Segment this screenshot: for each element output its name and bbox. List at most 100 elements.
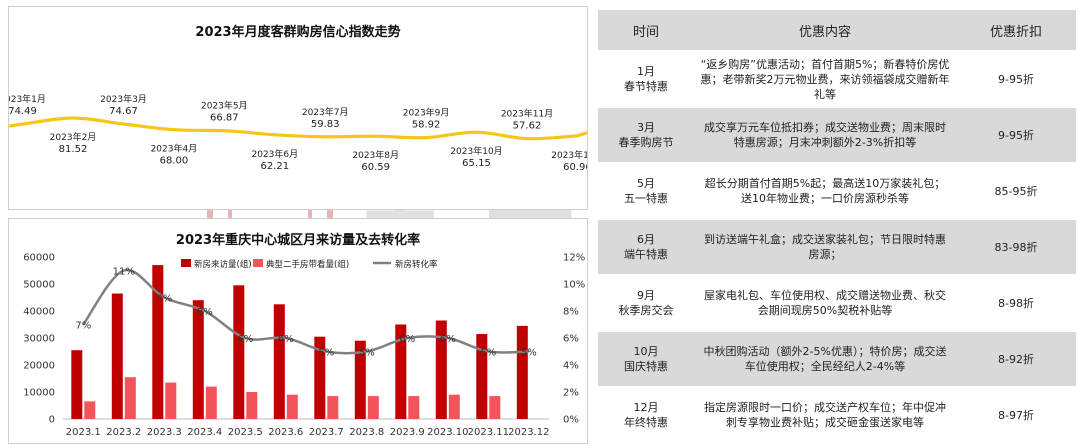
x-axis-tick: 2023.2 bbox=[106, 427, 141, 438]
discount-cell: 85-95折 bbox=[956, 162, 1076, 220]
left-axis-tick: 60000 bbox=[23, 253, 55, 264]
month-label: 2023年5月 bbox=[201, 100, 248, 112]
month-label: 5月 bbox=[637, 177, 655, 190]
conversion-label: 5% bbox=[480, 348, 496, 359]
month-label: 6月 bbox=[637, 233, 655, 246]
month-label: 2023年12月 bbox=[551, 149, 587, 161]
confidence-series-line bbox=[9, 116, 587, 141]
month-label: 2023年6月 bbox=[251, 148, 298, 160]
new-home-visit-bar bbox=[314, 336, 326, 419]
value-label: 57.62 bbox=[513, 121, 542, 132]
event-label: 秋季房交会 bbox=[618, 304, 674, 317]
confidence-point bbox=[525, 137, 529, 141]
right-axis-tick: 8% bbox=[563, 307, 579, 318]
left-axis-tick: 30000 bbox=[23, 334, 55, 345]
left-axis-tick: 40000 bbox=[23, 307, 55, 318]
content-cell: 超长分期首付首期5%起；最高送10万家装礼包；送10年物业费；一口价房源秒杀等 bbox=[694, 162, 956, 220]
confidence-point bbox=[323, 135, 327, 139]
table-row: 1月 春节特惠 “返乡购房”优惠活动；首付首期5%；新春特价房优惠；老带新奖2万元物… bbox=[598, 50, 1076, 108]
promotion-table: 时间 优惠内容 优惠折扣 1月 春节特惠 “返乡购房”优惠活动；首付首期5%；新春特… bbox=[598, 10, 1076, 444]
value-label: 81.52 bbox=[59, 144, 88, 155]
new-home-visit-bar bbox=[233, 285, 245, 419]
second-hand-viewing-bar bbox=[408, 396, 420, 419]
conversion-label: 6% bbox=[278, 334, 294, 345]
time-cell: 3月春季购房节 bbox=[598, 108, 694, 162]
discount-cell: 9-95折 bbox=[956, 108, 1076, 162]
time-cell: 1月 春节特惠 bbox=[598, 50, 694, 108]
second-hand-viewing-bar bbox=[124, 377, 136, 419]
legend-label: 典型二手房带看量(组) bbox=[266, 259, 349, 270]
event-label: 国庆特惠 bbox=[624, 360, 668, 373]
value-label: 74.49 bbox=[9, 106, 37, 117]
right-axis-tick: 12% bbox=[563, 253, 585, 264]
conversion-label: 8% bbox=[197, 307, 213, 318]
new-home-visit-bar bbox=[395, 324, 407, 419]
table-row: 6月 端午特惠 到访送端午礼盒；成交送家装礼包；节日限时特惠房源； 83-98折 bbox=[598, 220, 1076, 274]
conversion-label: 11% bbox=[113, 267, 135, 278]
legend-label: 新房来访量(组) bbox=[194, 259, 252, 270]
confidence-point bbox=[575, 134, 579, 138]
left-axis-tick: 10000 bbox=[23, 388, 55, 399]
event-label: 端午特惠 bbox=[624, 248, 668, 261]
right-axis-tick: 6% bbox=[563, 334, 579, 345]
confidence-point bbox=[475, 130, 478, 134]
discount-cell: 8-92折 bbox=[956, 332, 1076, 386]
value-label: 62.21 bbox=[260, 161, 289, 172]
time-cell: 5月五一特惠 bbox=[598, 162, 694, 220]
right-axis-tick: 2% bbox=[563, 388, 579, 399]
confidence-point bbox=[21, 122, 25, 126]
confidence-point bbox=[273, 133, 277, 137]
content-cell: 中秋团购活动（额外2-5%优惠）；特价房；成交送车位使用权；全民经纪人2-4%等 bbox=[694, 332, 956, 386]
x-axis-tick: 2023.6 bbox=[268, 427, 303, 438]
second-hand-viewing-bar bbox=[327, 396, 339, 419]
month-label: 3月 bbox=[637, 121, 655, 134]
event-label: 春季购房节 bbox=[618, 136, 674, 149]
right-axis-tick: 10% bbox=[563, 280, 585, 291]
confidence-point bbox=[71, 116, 75, 120]
month-label: 2023年2月 bbox=[50, 131, 97, 143]
content-cell: 屋家电礼包、车位使用权、成交赠送物业费、秋交会期间现房50%契税补贴等 bbox=[694, 274, 956, 332]
right-axis-tick: 4% bbox=[563, 361, 579, 372]
conversion-label: 5% bbox=[318, 348, 334, 359]
new-home-visit-bar bbox=[516, 325, 528, 419]
visit-combo-chart: 0 10000 20000 30000 40000 50000 60000 0% 2% 4% 6% 8… bbox=[23, 253, 585, 439]
discount-cell: 9-95折 bbox=[956, 50, 1076, 108]
new-home-visit-bar bbox=[273, 304, 285, 420]
month-label: 9月 bbox=[637, 289, 655, 302]
new-home-visit-bar bbox=[476, 334, 488, 419]
month-label: 2023年7月 bbox=[302, 106, 349, 118]
conversion-label: 5% bbox=[359, 348, 375, 359]
content-cell: 指定房源限时一口价；成交送产权车位；年中促冲刺专享物业费补贴；成交砸金蛋送家电等 bbox=[694, 386, 956, 444]
confidence-point bbox=[374, 134, 378, 138]
month-label: 2023年8月 bbox=[352, 149, 399, 161]
value-label: 60.96 bbox=[563, 162, 587, 173]
x-axis-tick: 2023.7 bbox=[309, 427, 344, 438]
x-axis-tick: 2023.4 bbox=[187, 427, 222, 438]
month-label: 12月 bbox=[633, 401, 659, 414]
second-hand-viewing-bar bbox=[286, 394, 298, 419]
event-label: 年终特惠 bbox=[624, 416, 668, 429]
new-home-visit-bar bbox=[354, 340, 366, 419]
conversion-label: 5% bbox=[521, 348, 537, 359]
new-home-visit-bar bbox=[111, 293, 123, 419]
value-label: 68.00 bbox=[160, 156, 189, 167]
legend-swatch-new-visit bbox=[181, 259, 191, 267]
chart-legend: 新房来访量(组) 典型二手房带看量(组) 新房转化率 bbox=[181, 259, 438, 270]
confidence-point bbox=[222, 129, 226, 133]
x-axis-tick: 2023.11 bbox=[468, 427, 509, 438]
confidence-point bbox=[424, 136, 428, 140]
conversion-label: 9% bbox=[156, 294, 172, 305]
second-hand-viewing-bar bbox=[84, 401, 96, 419]
x-axis-tick: 2023.5 bbox=[228, 427, 263, 438]
visit-conversion-chart-panel: 2023年重庆中心城区月来访量及去转化率 0 10000 20000 30000 400… bbox=[8, 218, 588, 444]
legend-swatch-second-hand bbox=[253, 259, 263, 267]
second-hand-viewing-bar bbox=[367, 396, 379, 419]
event-label: 五一特惠 bbox=[624, 192, 668, 205]
time-cell: 9月秋季房交会 bbox=[598, 274, 694, 332]
x-axis-tick: 2023.3 bbox=[147, 427, 182, 438]
second-hand-viewing-bar bbox=[246, 392, 258, 419]
time-cell: 6月端午特惠 bbox=[598, 220, 694, 274]
value-label: 74.67 bbox=[109, 106, 138, 117]
event-label: 春节特惠 bbox=[624, 80, 668, 93]
new-home-visit-bar bbox=[71, 350, 83, 419]
